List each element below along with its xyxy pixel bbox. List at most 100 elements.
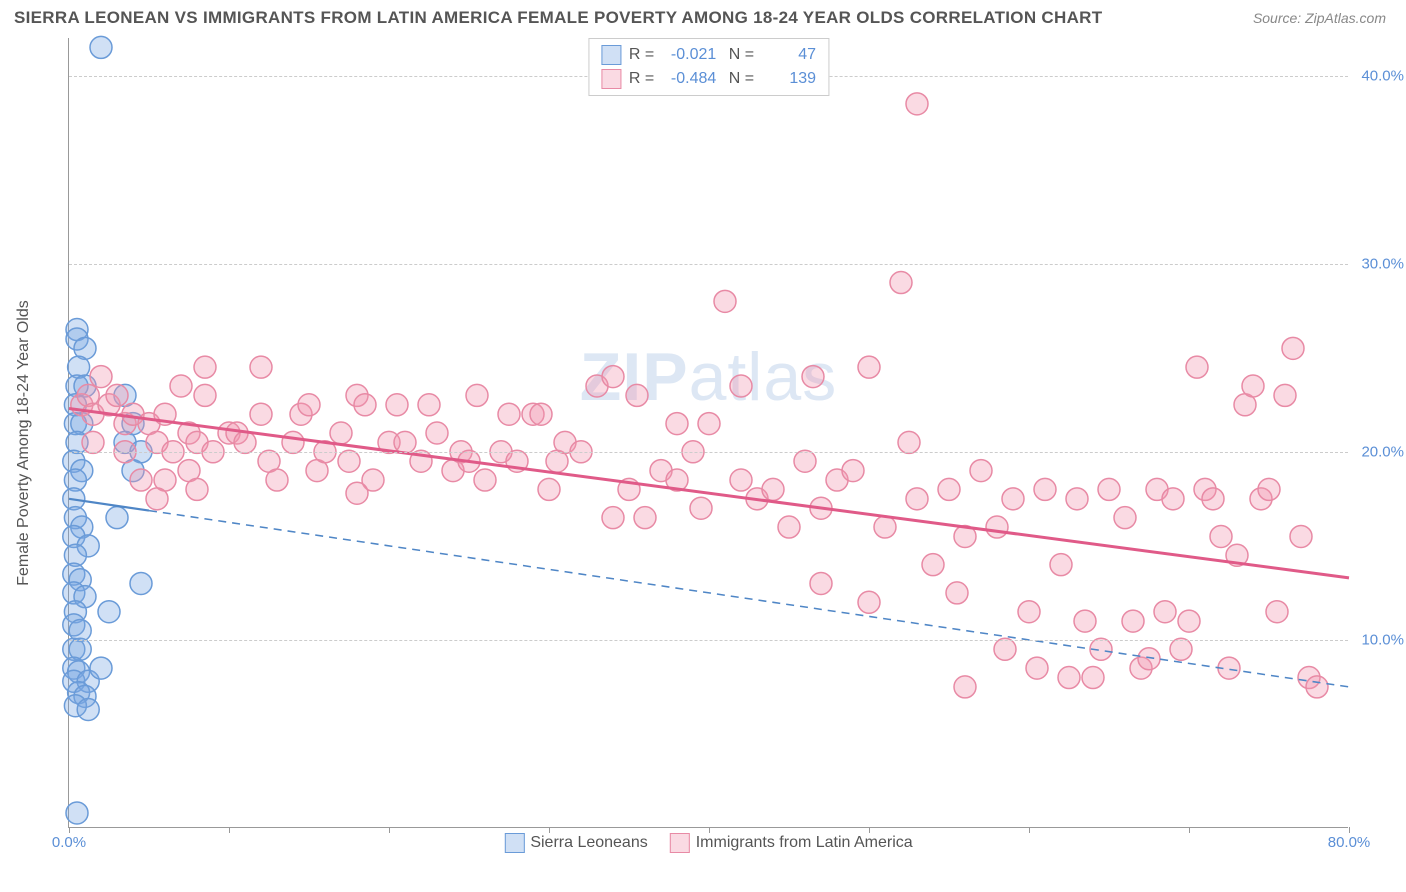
data-point (82, 431, 104, 453)
data-point (1274, 384, 1296, 406)
data-point (1122, 610, 1144, 632)
x-tick (389, 827, 390, 833)
data-point (730, 469, 752, 491)
correlation-legend: R = -0.021 N = 47 R = -0.484 N = 139 (588, 38, 829, 96)
n-label: N = (724, 70, 754, 88)
data-point (170, 375, 192, 397)
data-point (98, 601, 120, 623)
data-point (354, 394, 376, 416)
data-point (1186, 356, 1208, 378)
legend-label-series-1: Sierra Leoneans (530, 834, 647, 852)
data-point (666, 413, 688, 435)
data-point (994, 638, 1016, 660)
legend-row-series-2: R = -0.484 N = 139 (601, 67, 816, 91)
chart-title: SIERRA LEONEAN VS IMMIGRANTS FROM LATIN … (14, 8, 1102, 28)
data-point (498, 403, 520, 425)
data-point (810, 572, 832, 594)
n-value-series-2: 139 (762, 70, 816, 88)
x-tick (869, 827, 870, 833)
legend-swatch-series-1-bottom (504, 833, 524, 853)
data-point (194, 356, 216, 378)
data-point (146, 488, 168, 510)
x-tick (1029, 827, 1030, 833)
legend-item-series-2: Immigrants from Latin America (670, 833, 913, 853)
data-point (874, 516, 896, 538)
data-point (1002, 488, 1024, 510)
legend-swatch-series-1 (601, 45, 621, 65)
grid-line (69, 640, 1348, 641)
x-tick-label: 80.0% (1328, 834, 1371, 851)
data-point (250, 403, 272, 425)
data-point (1202, 488, 1224, 510)
data-point (1026, 657, 1048, 679)
grid-line (69, 264, 1348, 265)
data-point (106, 507, 128, 529)
y-tick-label: 40.0% (1361, 67, 1404, 84)
data-point (90, 366, 112, 388)
data-point (602, 507, 624, 529)
grid-line (69, 452, 1348, 453)
y-axis-label: Female Poverty Among 18-24 Year Olds (15, 300, 33, 586)
data-point (922, 554, 944, 576)
data-point (690, 497, 712, 519)
data-point (530, 403, 552, 425)
data-point (394, 431, 416, 453)
data-point (1290, 525, 1312, 547)
data-point (90, 657, 112, 679)
data-point (730, 375, 752, 397)
data-point (1114, 507, 1136, 529)
x-tick (549, 827, 550, 833)
r-value-series-1: -0.021 (662, 46, 716, 64)
data-point (1282, 337, 1304, 359)
data-point (1066, 488, 1088, 510)
data-point (626, 384, 648, 406)
data-point (194, 384, 216, 406)
n-label: N = (724, 46, 754, 64)
data-point (842, 460, 864, 482)
data-point (794, 450, 816, 472)
y-tick-label: 20.0% (1361, 443, 1404, 460)
data-point (338, 450, 360, 472)
x-tick (1349, 827, 1350, 833)
r-label: R = (629, 46, 654, 64)
legend-label-series-2: Immigrants from Latin America (696, 834, 913, 852)
data-point (762, 478, 784, 500)
legend-swatch-series-2 (601, 69, 621, 89)
data-point (906, 488, 928, 510)
data-point (1242, 375, 1264, 397)
data-point (906, 93, 928, 115)
data-point (538, 478, 560, 500)
data-point (602, 366, 624, 388)
source-attribution: Source: ZipAtlas.com (1253, 10, 1386, 26)
data-point (858, 591, 880, 613)
data-point (250, 356, 272, 378)
data-point (778, 516, 800, 538)
plot-area: ZIPatlas R = -0.021 N = 47 R = -0.484 N … (68, 38, 1348, 828)
data-point (714, 290, 736, 312)
data-point (970, 460, 992, 482)
data-point (1034, 478, 1056, 500)
data-point (266, 469, 288, 491)
data-point (298, 394, 320, 416)
data-point (1306, 676, 1328, 698)
y-tick-label: 30.0% (1361, 255, 1404, 272)
data-point (77, 699, 99, 721)
data-point (858, 356, 880, 378)
data-point (130, 469, 152, 491)
data-point (466, 384, 488, 406)
data-point (1138, 648, 1160, 670)
data-point (1098, 478, 1120, 500)
data-point (954, 676, 976, 698)
x-tick (69, 827, 70, 833)
data-point (282, 431, 304, 453)
data-point (634, 507, 656, 529)
data-point (898, 431, 920, 453)
data-point (346, 482, 368, 504)
legend-swatch-series-2-bottom (670, 833, 690, 853)
legend-item-series-1: Sierra Leoneans (504, 833, 647, 853)
x-tick-label: 0.0% (52, 834, 86, 851)
x-tick (1189, 827, 1190, 833)
data-point (330, 422, 352, 444)
y-tick-label: 10.0% (1361, 631, 1404, 648)
data-point (426, 422, 448, 444)
